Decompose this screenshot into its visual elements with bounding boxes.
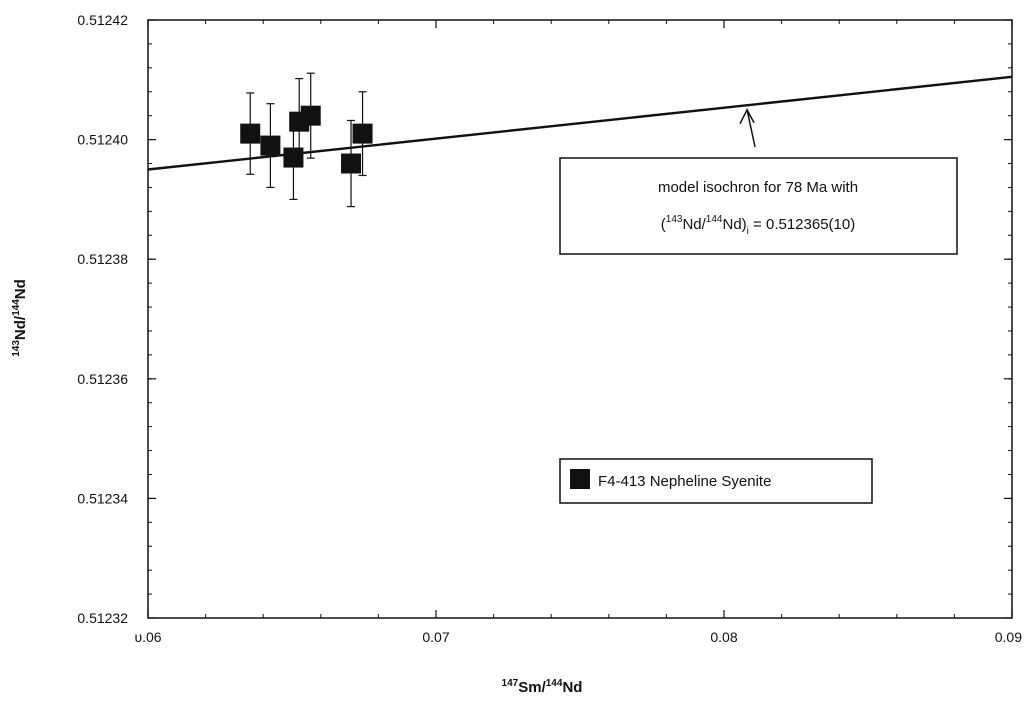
y-tick-label: 0.51236 bbox=[77, 371, 128, 387]
y-axis-title: 143Nd/144Nd bbox=[11, 279, 29, 357]
y-tick-label: 0.51238 bbox=[77, 251, 128, 267]
plot-frame bbox=[147, 19, 1013, 619]
x-axis-title: 147Sm/144Nd bbox=[502, 678, 583, 696]
data-point bbox=[240, 123, 261, 144]
y-tick-label: 0.51234 bbox=[77, 490, 128, 506]
annotation-line-2: (143Nd/144Nd)i = 0.512365(10) bbox=[661, 214, 855, 237]
legend-marker bbox=[570, 469, 590, 489]
isochron-annotation: model isochron for 78 Ma with (143Nd/144… bbox=[559, 108, 958, 255]
data-point bbox=[352, 123, 373, 144]
model-isochron-line bbox=[147, 75, 1013, 171]
annotation-line-1: model isochron for 78 Ma with bbox=[658, 179, 858, 196]
x-tick-label: 0.07 bbox=[422, 629, 449, 645]
data-point bbox=[260, 135, 281, 156]
x-tick-label: υ.06 bbox=[134, 629, 161, 645]
x-tick-label: 0.09 bbox=[995, 629, 1022, 645]
x-tick-label: 0.08 bbox=[710, 629, 737, 645]
legend-box bbox=[559, 458, 873, 504]
y-tick-label: 0.51240 bbox=[77, 132, 128, 148]
annotation-arrow bbox=[739, 108, 756, 148]
y-axis-ticks: 0.51232 0.51234 0.51236 0.51238 0.51240 0.512… bbox=[77, 12, 1012, 626]
annotation-box bbox=[559, 157, 958, 255]
data-point bbox=[300, 105, 321, 126]
data-point bbox=[341, 153, 362, 174]
x-axis-ticks: υ.06 0.07 0.08 0.09 bbox=[134, 20, 1022, 645]
data-point bbox=[283, 147, 304, 168]
y-tick-label: 0.51242 bbox=[77, 12, 128, 28]
legend: F4-413 Nepheline Syenite bbox=[559, 458, 873, 504]
legend-label: F4-413 Nepheline Syenite bbox=[598, 473, 771, 490]
y-tick-label: 0.51232 bbox=[77, 610, 128, 626]
data-points bbox=[240, 72, 373, 208]
